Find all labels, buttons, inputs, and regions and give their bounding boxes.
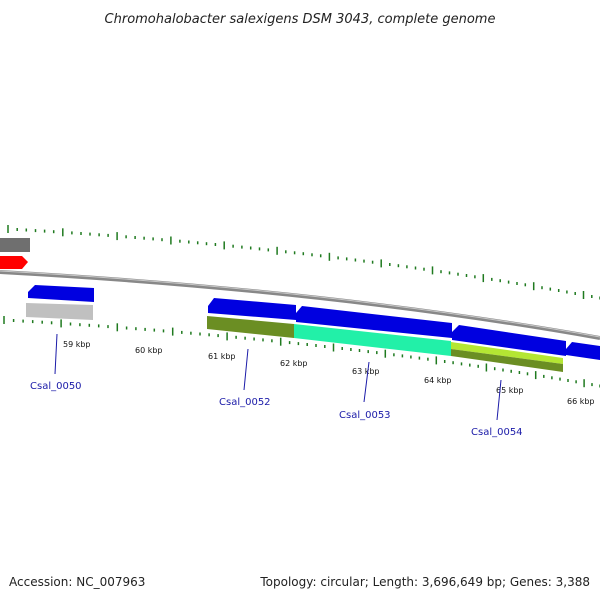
accession-text: Accession: NC_007963 <box>9 575 145 589</box>
gene-callout-lines <box>54 333 502 421</box>
red-gene-arrow[interactable] <box>0 256 28 269</box>
kbp-label: 65 kbp <box>496 386 524 395</box>
genome-summary-text: Topology: circular; Length: 3,696,649 bp… <box>259 575 590 589</box>
cds-olive[interactable] <box>207 316 294 338</box>
kbp-label: 66 kbp <box>567 397 595 406</box>
outer-tick-ring <box>7 225 600 300</box>
gray-feature-lower[interactable] <box>26 303 93 320</box>
gene-arrow-csal-0054[interactable] <box>452 325 566 356</box>
gene-arrow-csal-0052[interactable] <box>208 298 296 320</box>
map-title: Chromohalobacter salexigens DSM 3043, co… <box>105 12 496 27</box>
cds-lime[interactable] <box>451 342 563 364</box>
gene-arrow-csal-0050[interactable] <box>28 285 94 302</box>
kbp-label: 59 kbp <box>63 340 91 349</box>
kbp-label: 61 kbp <box>208 352 236 361</box>
kbp-label: 63 kbp <box>352 367 380 376</box>
gene-arrow-csal-0053[interactable] <box>296 306 452 338</box>
gene-arrow-right-edge[interactable] <box>566 342 600 360</box>
gene-label-csal-0053[interactable]: Csal_0053 <box>339 410 391 421</box>
gene-label-csal-0050[interactable]: Csal_0050 <box>30 381 82 392</box>
kbp-scale-labels: 59 kbp 60 kbp 61 kbp 62 kbp 63 kbp 64 kb… <box>63 340 595 406</box>
genome-backbone-highlight <box>0 270 600 338</box>
genome-backbone <box>0 270 600 340</box>
cds-olive-right[interactable] <box>451 349 563 372</box>
gene-label-csal-0052[interactable]: Csal_0052 <box>219 397 271 408</box>
kbp-label: 64 kbp <box>424 376 452 385</box>
gray-feature-upper[interactable] <box>0 238 30 252</box>
cds-cyan[interactable] <box>294 324 451 356</box>
inner-tick-ring <box>3 316 600 388</box>
gene-label-csal-0054[interactable]: Csal_0054 <box>471 427 523 438</box>
kbp-label: 60 kbp <box>135 346 163 355</box>
gene-labels: Csal_0050 Csal_0052 Csal_0053 Csal_0054 <box>30 381 523 438</box>
kbp-label: 62 kbp <box>280 359 308 368</box>
